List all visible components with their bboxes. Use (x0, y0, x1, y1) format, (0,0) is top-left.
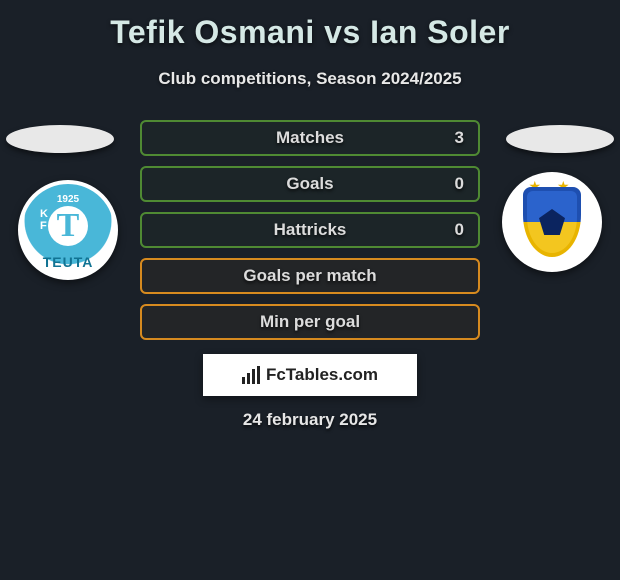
stat-value: 0 (455, 174, 464, 194)
club-right-shield (523, 187, 581, 257)
club-left-name: TEUTA (43, 254, 94, 270)
club-badge-right: ★ ★ (502, 172, 602, 272)
eagle-icon (539, 209, 565, 235)
date-label: 24 february 2025 (0, 410, 620, 430)
stat-label: Matches (276, 128, 344, 148)
stat-row-min-per-goal: Min per goal (140, 304, 480, 340)
stat-label: Goals (286, 174, 333, 194)
stat-label: Hattricks (274, 220, 347, 240)
club-left-year: 1925 (57, 194, 79, 205)
stat-row-goals-per-match: Goals per match (140, 258, 480, 294)
club-left-initial: T (48, 206, 88, 246)
stat-label: Min per goal (260, 312, 360, 332)
subtitle: Club competitions, Season 2024/2025 (0, 69, 620, 89)
watermark: FcTables.com (203, 354, 417, 396)
chart-icon (242, 366, 260, 384)
stats-table: Matches 3 Goals 0 Hattricks 0 Goals per … (140, 120, 480, 340)
stat-value: 3 (455, 128, 464, 148)
stat-value: 0 (455, 220, 464, 240)
page-title: Tefik Osmani vs Ian Soler (0, 0, 620, 51)
stat-row-hattricks: Hattricks 0 (140, 212, 480, 248)
stat-row-matches: Matches 3 (140, 120, 480, 156)
player-marker-right (506, 125, 614, 153)
club-badge-left: 1925 K F T TEUTA (18, 180, 118, 280)
stat-label: Goals per match (243, 266, 376, 286)
watermark-text: FcTables.com (266, 365, 378, 385)
player-marker-left (6, 125, 114, 153)
stat-row-goals: Goals 0 (140, 166, 480, 202)
